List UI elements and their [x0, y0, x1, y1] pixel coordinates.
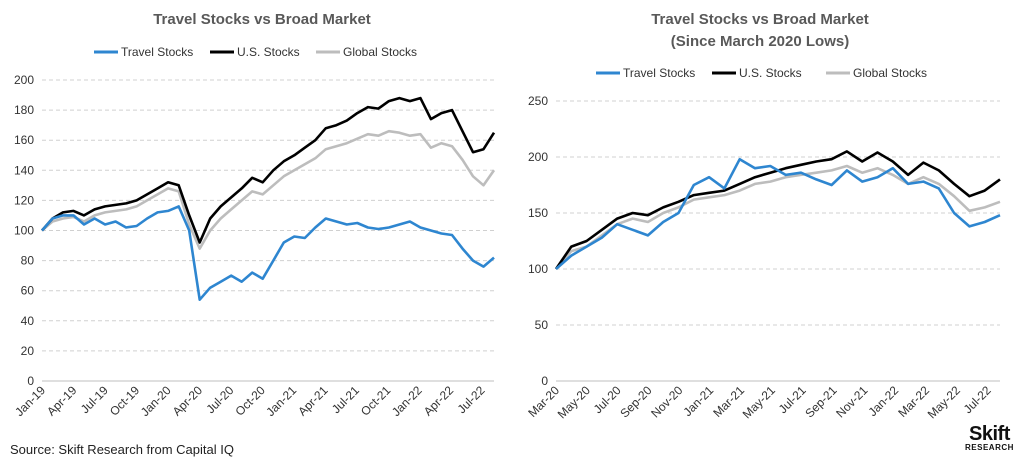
chart-left-series-line-global-stocks: [41, 129, 496, 250]
chart-right-y-tick-label: 150: [528, 206, 548, 220]
chart-left-x-tick-label: Jan-19: [12, 383, 48, 419]
chart-left-x-tick-label: Jul-21: [329, 383, 362, 416]
chart-left-y-tick-label: 180: [14, 103, 34, 117]
chart-right-x-tick-label: Jul-22: [961, 383, 994, 416]
chart-right-x-tick-label: Nov-21: [833, 383, 870, 420]
chart-right-y-tick-label: 250: [528, 94, 548, 108]
chart-right-x-tick-label: May-20: [555, 383, 593, 421]
chart-left-x-tick-label: Oct-19: [107, 383, 143, 419]
chart-left-x-tick-label: Jul-19: [78, 383, 111, 416]
chart-left-x-tick-label: Apr-21: [295, 383, 331, 419]
chart-left-x-tick-label: Apr-22: [421, 383, 457, 419]
chart-left-y-tick-label: 100: [14, 224, 34, 238]
chart-left-y-tick-label: 20: [21, 344, 35, 358]
chart-left-x-tick-label: Apr-19: [44, 383, 80, 419]
chart-right-x-tick-label: Jan-22: [865, 383, 901, 419]
chart-right-x-tick-label: Sep-20: [617, 383, 654, 420]
chart-left-x-tick-label: Jul-22: [455, 383, 488, 416]
chart-left-x-tick-label: Jan-22: [389, 383, 425, 419]
chart-right-legend: Travel Stocks U.S. Stocks Global Stocks: [596, 66, 927, 80]
chart-left-legend-label: Travel Stocks: [121, 45, 193, 59]
chart-right-series-line-travel-stocks: [555, 157, 1001, 270]
chart-right-y-tick-label: 50: [535, 318, 549, 332]
chart-left-y-tick-label: 60: [21, 284, 35, 298]
chart-left-y-tick-label: 120: [14, 193, 34, 207]
chart-right-subtitle: (Since March 2020 Lows): [671, 33, 849, 50]
chart-left-x-tick-label: Oct-21: [358, 383, 394, 419]
chart-left-y-tick-label: 80: [21, 254, 35, 268]
chart-right-legend-label: U.S. Stocks: [739, 66, 802, 80]
chart-left: Travel Stocks vs Broad Market Travel Sto…: [12, 11, 496, 419]
source-note: Source: Skift Research from Capital IQ: [10, 442, 234, 457]
chart-left-y-tick-label: 140: [14, 163, 34, 177]
chart-right-legend-label: Global Stocks: [853, 66, 927, 80]
chart-right-x-tick-label: Jan-21: [680, 383, 716, 419]
chart-left-x-tick-label: Oct-20: [232, 383, 268, 419]
chart-left-y-tick-label: 40: [21, 314, 35, 328]
chart-left-x-tick-label: Apr-20: [170, 383, 206, 419]
chart-left-legend-label: Global Stocks: [343, 45, 417, 59]
chart-right-series-line-global-stocks: [555, 164, 1001, 270]
chart-right-title: Travel Stocks vs Broad Market: [651, 11, 869, 28]
chart-right-y-tick-label: 100: [528, 262, 548, 276]
chart-left-x-tick-label: Jan-20: [138, 383, 174, 419]
chart-right-legend-label: Travel Stocks: [623, 66, 695, 80]
chart-right-x-tick-label: Nov-20: [648, 383, 685, 420]
skift-research-logo: Skift RESEARCH: [965, 424, 1014, 452]
chart-right: Travel Stocks vs Broad Market (Since Mar…: [525, 11, 1001, 421]
chart-left-y-tick-label: 160: [14, 133, 34, 147]
logo-brand: Skift: [969, 423, 1010, 445]
chart-left-x-tick-label: Jul-20: [203, 383, 236, 416]
chart-right-y-tick-label: 0: [541, 374, 548, 388]
chart-right-x-tick-label: May-22: [925, 383, 963, 421]
chart-right-x-tick-label: May-21: [740, 383, 778, 421]
chart-left-legend-label: U.S. Stocks: [237, 45, 300, 59]
chart-right-y-tick-label: 200: [528, 150, 548, 164]
chart-left-series-line-travel-stocks: [41, 205, 495, 302]
chart-left-legend: Travel Stocks U.S. Stocks Global Stocks: [94, 45, 417, 59]
chart-left-title: Travel Stocks vs Broad Market: [153, 11, 371, 28]
logo-subtext: RESEARCH: [965, 443, 1014, 452]
chart-left-x-tick-label: Jan-21: [263, 383, 299, 419]
chart-left-y-tick-label: 0: [27, 374, 34, 388]
chart-left-series-line-u-s-stocks: [41, 96, 496, 244]
chart-right-x-tick-label: Sep-21: [802, 383, 839, 420]
chart-left-y-tick-label: 200: [14, 73, 34, 87]
